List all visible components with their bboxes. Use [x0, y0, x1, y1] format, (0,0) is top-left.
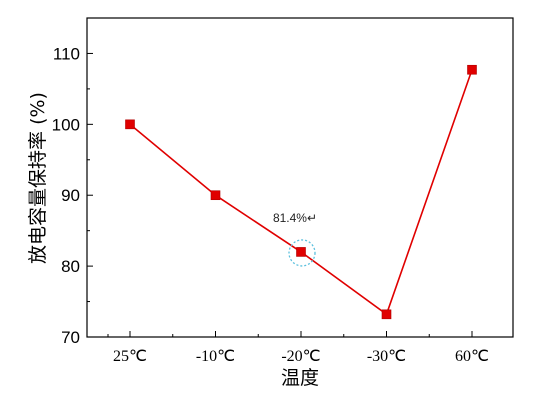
- series-line: [129, 69, 473, 316]
- x-tick-label: 25℃: [113, 348, 147, 365]
- y-tick-label: 110: [53, 44, 80, 63]
- series-layer: [125, 64, 477, 320]
- y-axis-label: 放电容量保持率 (%): [27, 92, 49, 264]
- y-tick-label: 70: [61, 328, 80, 347]
- y-tick-label: 100: [52, 115, 80, 134]
- x-tick-label: -10℃: [196, 348, 235, 365]
- y-axis-ticks: 70 80 90 100 110: [52, 44, 93, 347]
- data-point-marker: [210, 190, 221, 201]
- x-tick-label: -30℃: [367, 348, 406, 365]
- data-point-marker: [125, 119, 135, 130]
- plot-frame: [86, 17, 514, 338]
- y-tick-label: 90: [61, 186, 80, 205]
- data-point-marker: [381, 309, 392, 320]
- annotation-label: 81.4%↵: [273, 211, 317, 225]
- x-tick-label: 60℃: [455, 348, 489, 365]
- data-point-marker: [296, 247, 306, 257]
- x-tick-label: -20℃: [281, 348, 320, 365]
- y-tick-label: 80: [61, 257, 80, 276]
- highlight-circle: [288, 239, 316, 267]
- x-axis-ticks: 25℃ -10℃ -20℃ -30℃ 60℃: [107, 331, 489, 365]
- annotation-layer: 81.4%↵: [273, 211, 317, 267]
- x-axis-label: 温度: [281, 367, 319, 389]
- data-point-marker: [467, 64, 477, 75]
